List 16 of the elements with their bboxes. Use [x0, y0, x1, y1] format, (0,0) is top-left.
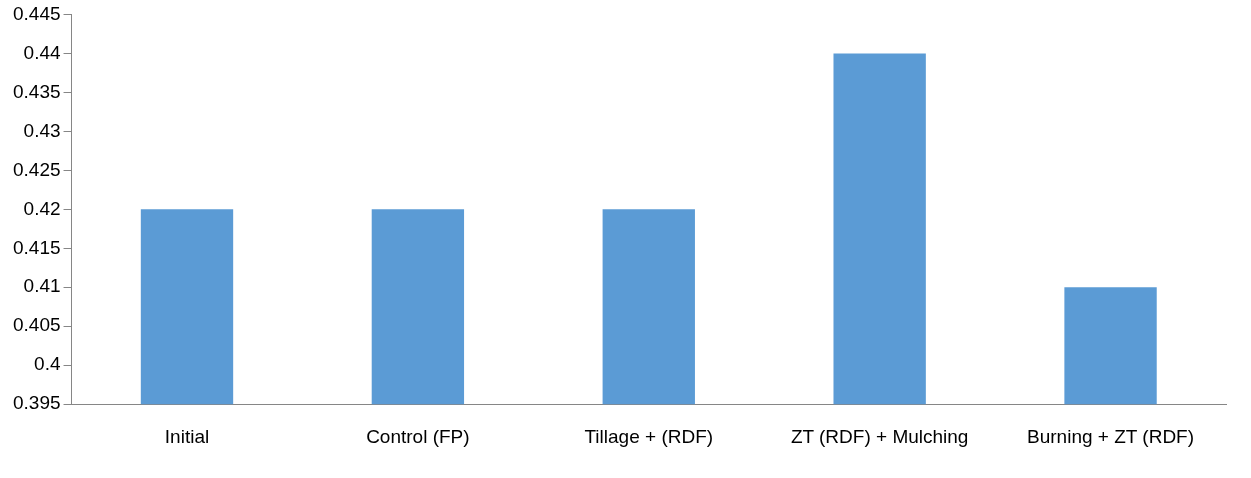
y-tick-label: 0.4 [34, 353, 61, 375]
x-tick-label: Initial [164, 425, 210, 447]
y-tick-label: 0.395 [13, 392, 61, 414]
y-tick-label: 0.425 [13, 158, 61, 180]
x-tick-label: Tillage + (RDF) [584, 425, 714, 447]
y-tick-label: 0.445 [13, 2, 61, 24]
y-tick-label: 0.43 [23, 119, 61, 141]
y-tick-label: 0.42 [23, 197, 61, 219]
y-tick-label: 0.44 [23, 41, 61, 63]
y-tick-label: 0.415 [13, 236, 61, 258]
x-tick-label: Burning + ZT (RDF) [1027, 425, 1195, 447]
x-tick-label: ZT (RDF) + Mulching [790, 425, 969, 447]
y-tick-label: 0.435 [13, 80, 61, 102]
x-tick-label: Control (FP) [366, 425, 470, 447]
y-tick-label: 0.405 [13, 314, 61, 336]
y-tick-label: 0.41 [23, 275, 61, 297]
